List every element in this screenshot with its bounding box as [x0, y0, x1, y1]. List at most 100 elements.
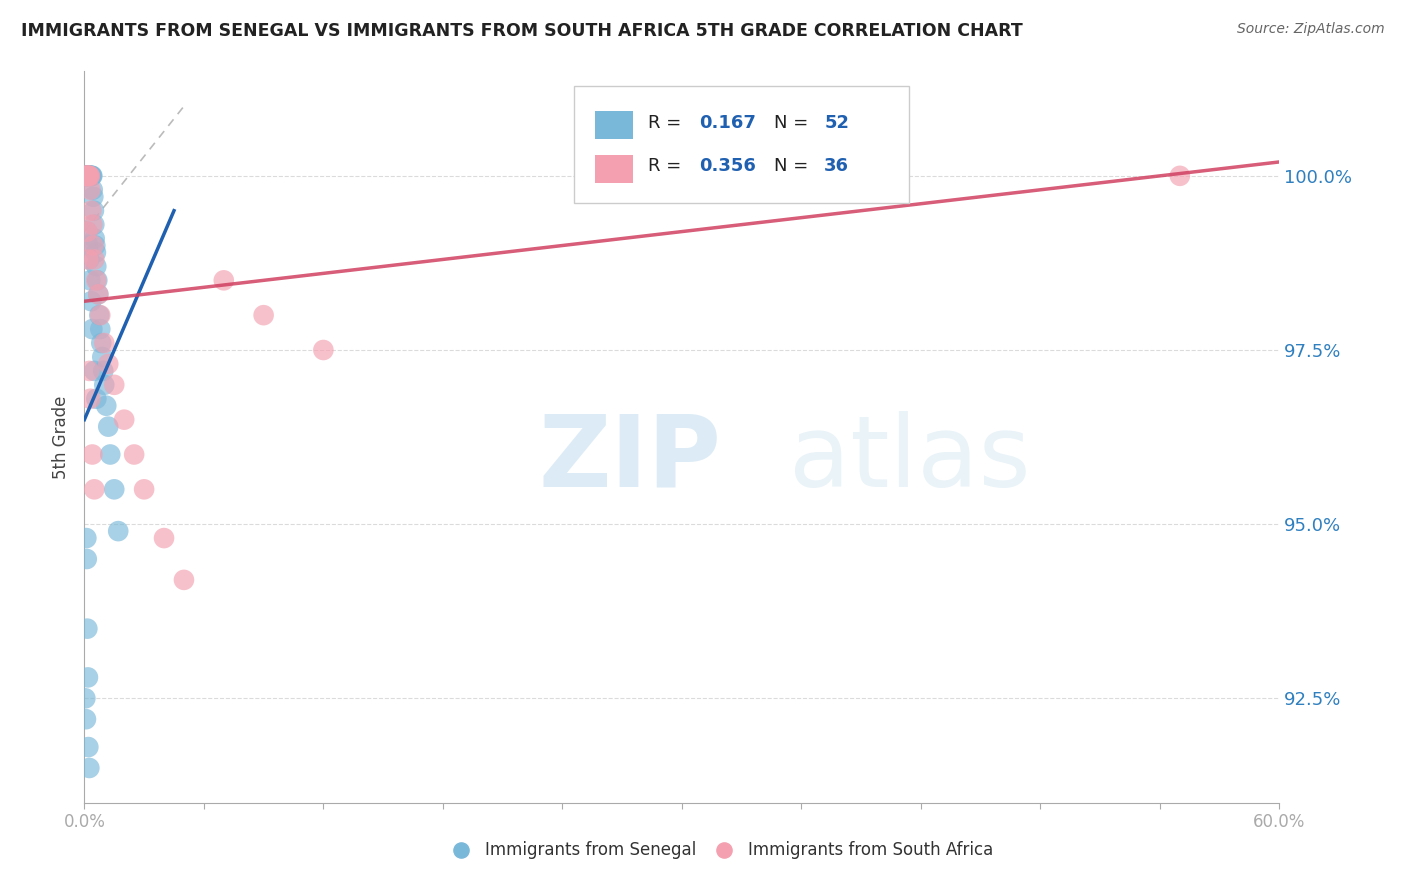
Point — [76, 169, 98, 183]
Point — [79, 392, 101, 406]
Point — [103, 377, 125, 392]
Point — [82, 190, 104, 204]
Point — [79, 273, 101, 287]
Point — [80, 294, 103, 309]
Point — [93, 377, 115, 392]
Point — [76, 225, 98, 239]
Point — [90, 336, 112, 351]
Point — [84, 238, 107, 252]
Point — [75, 169, 97, 183]
Point — [83, 252, 105, 267]
Point — [80, 203, 103, 218]
Point — [83, 483, 105, 497]
Text: 52: 52 — [824, 113, 849, 131]
Point — [77, 169, 100, 183]
Point — [96, 399, 118, 413]
Point — [86, 260, 108, 274]
Point — [86, 273, 108, 287]
Point — [79, 169, 101, 183]
Point — [97, 419, 120, 434]
Point — [79, 364, 101, 378]
Point — [98, 448, 121, 462]
Point — [75, 531, 97, 545]
Point — [103, 483, 125, 497]
Point — [82, 322, 104, 336]
Point — [76, 169, 98, 183]
Point — [80, 169, 103, 183]
Point — [77, 169, 100, 183]
Point — [86, 392, 108, 406]
Point — [79, 183, 101, 197]
Text: ZIP: ZIP — [538, 410, 721, 508]
Point — [91, 350, 114, 364]
Point — [79, 169, 101, 183]
Text: IMMIGRANTS FROM SENEGAL VS IMMIGRANTS FROM SOUTH AFRICA 5TH GRADE CORRELATION CH: IMMIGRANTS FROM SENEGAL VS IMMIGRANTS FR… — [21, 22, 1022, 40]
Point — [76, 552, 98, 566]
Point — [83, 203, 105, 218]
Point — [79, 252, 101, 267]
Point — [91, 364, 114, 378]
Point — [77, 740, 100, 755]
Point — [75, 712, 97, 726]
Point — [76, 169, 98, 183]
Point — [212, 273, 235, 287]
Text: Immigrants from Senegal: Immigrants from Senegal — [485, 841, 696, 859]
Point — [82, 183, 104, 197]
Text: N =: N = — [773, 158, 814, 176]
Text: 36: 36 — [824, 158, 849, 176]
Point — [79, 169, 101, 183]
Point — [76, 225, 98, 239]
Point — [76, 169, 98, 183]
Text: 0.167: 0.167 — [699, 113, 755, 131]
Point — [89, 322, 111, 336]
Point — [82, 448, 104, 462]
Point — [83, 364, 105, 378]
Point — [75, 169, 97, 183]
Y-axis label: 5th Grade: 5th Grade — [52, 395, 70, 479]
Point — [87, 287, 110, 301]
Point — [77, 238, 100, 252]
Text: N =: N = — [773, 113, 814, 131]
Text: atlas: atlas — [790, 410, 1031, 508]
Point — [75, 169, 97, 183]
Point — [80, 169, 103, 183]
Point — [173, 573, 195, 587]
Point — [80, 169, 103, 183]
Point — [82, 238, 104, 252]
Point — [87, 287, 110, 301]
Point — [112, 412, 135, 426]
Point — [77, 252, 100, 267]
Point — [89, 308, 111, 322]
Point — [76, 622, 98, 636]
Point — [77, 169, 100, 183]
Point — [132, 483, 156, 497]
Point — [97, 357, 120, 371]
Bar — [595, 154, 633, 183]
FancyBboxPatch shape — [575, 86, 910, 203]
Text: R =: R = — [648, 113, 688, 131]
Point — [79, 169, 101, 183]
Point — [79, 761, 101, 775]
Point — [1168, 169, 1191, 183]
Point — [93, 336, 115, 351]
Text: Source: ZipAtlas.com: Source: ZipAtlas.com — [1237, 22, 1385, 37]
Point — [84, 245, 107, 260]
Point — [82, 218, 104, 232]
Point — [77, 670, 100, 684]
Point — [75, 169, 97, 183]
Point — [107, 524, 129, 538]
Text: R =: R = — [648, 158, 688, 176]
Point — [122, 448, 145, 462]
Point — [83, 231, 105, 245]
Point — [83, 218, 105, 232]
Point — [312, 343, 335, 357]
Point — [75, 169, 97, 183]
Point — [153, 531, 176, 545]
Point — [253, 308, 276, 322]
Point — [86, 273, 108, 287]
Text: 0.356: 0.356 — [699, 158, 755, 176]
Point — [82, 169, 104, 183]
Bar — [595, 111, 633, 138]
Point — [77, 169, 100, 183]
Text: Immigrants from South Africa: Immigrants from South Africa — [748, 841, 993, 859]
